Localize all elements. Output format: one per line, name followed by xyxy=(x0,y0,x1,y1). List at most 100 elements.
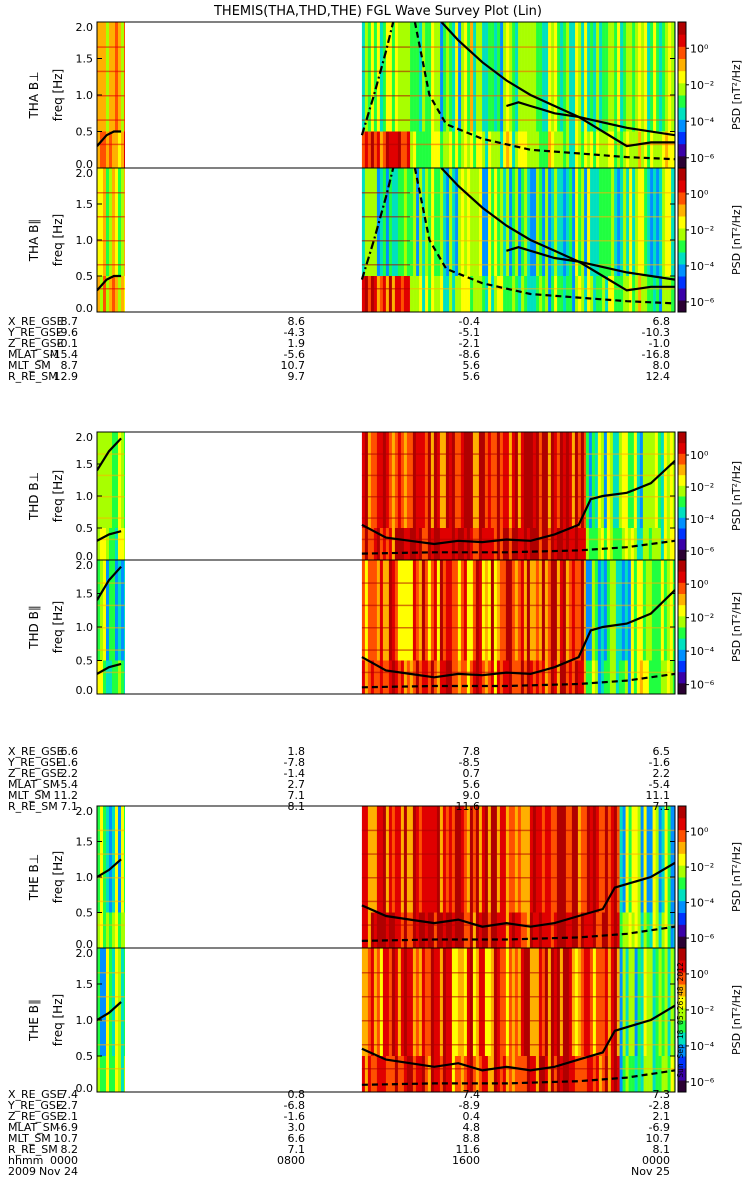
ephem-value: 8.6 xyxy=(288,315,306,328)
ephem-value: 8.8 xyxy=(463,1132,481,1145)
colorbar-step xyxy=(678,936,686,949)
colorbar-step xyxy=(678,853,686,866)
colorbar-step xyxy=(678,204,686,217)
curve-fc_peak xyxy=(506,246,675,292)
ephem-value: 0.7 xyxy=(463,767,481,780)
ephem-row-label: Z_RE_GSE xyxy=(8,1110,64,1123)
colorbar-tick-label: 10⁻² xyxy=(690,861,714,874)
ephem-row-label: X_RE_GSE xyxy=(8,315,64,328)
colorbar-step xyxy=(678,506,686,518)
ytick-label: 1.0 xyxy=(76,1014,94,1027)
colorbar-step xyxy=(678,912,686,925)
curve-fc_mid xyxy=(97,530,122,542)
ytick-label: 1.5 xyxy=(76,836,94,849)
colorbar-step xyxy=(678,1068,686,1081)
curve-fc_solid xyxy=(440,168,675,281)
ytick-label: 2.0 xyxy=(76,559,94,572)
ephem-value: 9.0 xyxy=(463,789,481,802)
panel-tha-par: 0.0 0.5 1.0 1.5 2.0 THA B∥ freq [Hz] 10⁰ 10⁻² 10⁻… xyxy=(27,167,743,315)
ephem-value: 0.8 xyxy=(288,1088,306,1101)
colorbar-step xyxy=(678,143,686,157)
colorbar-step xyxy=(678,1020,686,1033)
ephem-value: -9.6 xyxy=(57,326,78,339)
colorbar: 10⁰ 10⁻² 10⁻⁴ 10⁻⁶ PSD [nT²/Hz] xyxy=(677,167,743,313)
colorbar-tick-label: 10⁻² xyxy=(690,612,714,625)
ephem-value: 8.1 xyxy=(288,800,306,813)
colorbar: 10⁰ 10⁻² 10⁻⁴ 10⁻⁶ PSD [nT²/Hz] xyxy=(677,431,743,561)
ephem-value: 3.0 xyxy=(288,1121,306,1134)
colorbar-step xyxy=(678,464,686,476)
ytick-label: 0.0 xyxy=(76,158,94,171)
ephem-value: -0.4 xyxy=(459,315,480,328)
ephem-row-label: MLT_SM xyxy=(8,789,51,802)
colorbar-label: PSD [nT²/Hz] xyxy=(730,461,743,531)
ytick-label: 1.5 xyxy=(76,198,94,211)
ylabel-probe: THA B∥ xyxy=(27,219,41,263)
ephem-value: -1.6 xyxy=(284,1110,305,1123)
colorbar-step xyxy=(678,671,686,684)
colorbar-step xyxy=(678,496,686,508)
colorbar-step xyxy=(678,996,686,1009)
colorbar-step xyxy=(678,168,686,181)
colorbar-step xyxy=(678,107,686,120)
curve-fc_solid xyxy=(440,22,675,137)
ytick-label: 1.0 xyxy=(76,89,94,102)
ephem-value: 7.4 xyxy=(463,1088,481,1101)
colorbar-step xyxy=(678,288,686,301)
colorbar-step xyxy=(678,180,686,193)
colorbar-step xyxy=(678,877,686,890)
curve-fc_peak xyxy=(506,101,675,148)
ephem-value: 7.1 xyxy=(288,1143,306,1156)
colorbar-step xyxy=(678,615,686,628)
colorbar-step xyxy=(678,1080,686,1093)
ephem-value: 7.3 xyxy=(653,1088,671,1101)
ephem-row-label: Z_RE_GSE xyxy=(8,767,64,780)
colorbar-step xyxy=(678,627,686,639)
curve-fc_dashed xyxy=(413,22,675,161)
colorbar-label: PSD [nT²/Hz] xyxy=(730,592,743,662)
ylabel-probe: THA B⊥ xyxy=(27,71,41,119)
colorbar-step xyxy=(678,1056,686,1069)
colorbar-frame xyxy=(677,947,687,1093)
ytick-label: 0.0 xyxy=(76,1082,94,1095)
ephem-row-label: Y_RE_GSE xyxy=(7,756,63,769)
ephem-value: -10.3 xyxy=(642,326,670,339)
ephem-row-label: R_RE_SM xyxy=(8,800,58,813)
ephem-row-label: R_RE_SM xyxy=(8,1143,58,1156)
ephem-value: 11.6 xyxy=(456,800,481,813)
time-tick-date: Nov 25 xyxy=(631,1165,670,1178)
ytick-label: 2.0 xyxy=(76,947,94,960)
panel-the-par: 0.0 0.5 1.0 1.5 2.0 THE B∥ freq [Hz] 10⁰ 10⁻² 10⁻… xyxy=(27,947,743,1095)
colorbar-step xyxy=(678,192,686,205)
ephem-row-label: MLT_SM xyxy=(8,359,51,372)
spectrogram-panels: 0.0 0.5 1.0 1.5 2.0 THA B⊥ freq [Hz] 10⁰ 10⁻² 10⁻… xyxy=(27,21,743,1095)
spectrogram-image xyxy=(97,948,675,1092)
ytick-label: 0.0 xyxy=(76,684,94,697)
curve-fc_dashed xyxy=(361,1069,675,1086)
ephem-value: 1.9 xyxy=(288,337,306,350)
colorbar-step xyxy=(678,841,686,854)
ephem-value: 7.1 xyxy=(288,789,306,802)
ytick-label: 0.5 xyxy=(76,270,94,283)
ephem-value: 4.8 xyxy=(463,1121,481,1134)
colorbar: 10⁰ 10⁻² 10⁻⁴ 10⁻⁶ PSD [nT²/Hz] xyxy=(677,947,743,1093)
ephem-value: 10.7 xyxy=(281,359,306,372)
colorbar-step xyxy=(678,972,686,985)
ylabel-unit: freq [Hz] xyxy=(51,851,65,903)
colorbar-step xyxy=(678,131,686,145)
colorbar-step xyxy=(678,560,686,572)
colorbar-tick-label: 10⁰ xyxy=(690,968,709,981)
ephem-row-label: MLT_SM xyxy=(8,1132,51,1145)
colorbar-step xyxy=(678,82,686,96)
ytick-label: 2.0 xyxy=(76,805,94,818)
ytick-label: 0.5 xyxy=(76,655,94,668)
ephem-value: -5.1 xyxy=(459,326,480,339)
time-tick-date: Nov 24 xyxy=(39,1165,78,1178)
ephem-value: -5.4 xyxy=(57,778,78,791)
ephem-value: -1.6 xyxy=(57,756,78,769)
ephem-row-label: R_RE_SM xyxy=(8,370,58,383)
ephem-value: 2.1 xyxy=(653,1110,671,1123)
colorbar-step xyxy=(678,34,686,47)
